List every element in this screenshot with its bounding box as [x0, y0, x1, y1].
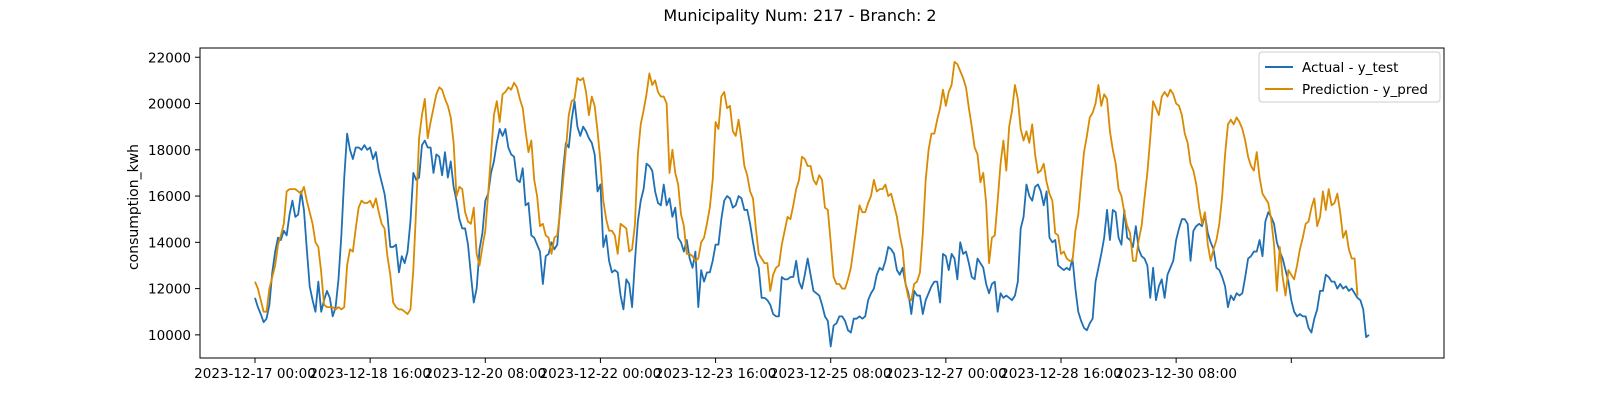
x-tick-label: 2023-12-25 08:00 [770, 366, 892, 382]
y-tick-label: 22000 [148, 50, 191, 66]
y-tick-label: 18000 [148, 143, 191, 159]
series-line-actual [254, 100, 1370, 348]
y-tick-label: 14000 [148, 235, 191, 251]
x-tick-label: 2023-12-30 08:00 [1115, 366, 1237, 382]
y-axis-label: consumption_kwh [126, 144, 142, 270]
y-tick-label: 10000 [148, 328, 191, 344]
y-tick-label: 20000 [148, 97, 191, 113]
x-tick-label: 2023-12-28 16:00 [1000, 366, 1122, 382]
x-tick-label: 2023-12-17 00:00 [194, 366, 316, 382]
plot-frame [199, 47, 1445, 359]
legend-label-prediction: Prediction - y_pred [1302, 82, 1428, 98]
y-tick-label: 16000 [148, 189, 191, 205]
x-tick-label: 2023-12-18 16:00 [309, 366, 431, 382]
plot-area: 10000 12000 14000 16000 18000 20000 22000 2023-… [148, 47, 1445, 382]
x-tick-label: 2023-12-22 00:00 [540, 366, 662, 382]
x-tick-label: 2023-12-27 00:00 [885, 366, 1007, 382]
x-tick-label: 2023-12-20 08:00 [424, 366, 546, 382]
x-tick-label: 2023-12-23 16:00 [655, 366, 777, 382]
legend-frame [1258, 51, 1441, 103]
series-line-prediction [254, 60, 1359, 315]
y-tick-label: 12000 [148, 282, 191, 298]
legend: Actual - y_test Prediction - y_pred [1258, 51, 1441, 103]
legend-label-actual: Actual - y_test [1302, 60, 1398, 76]
chart-title: Municipality Num: 217 - Branch: 2 [663, 6, 936, 25]
